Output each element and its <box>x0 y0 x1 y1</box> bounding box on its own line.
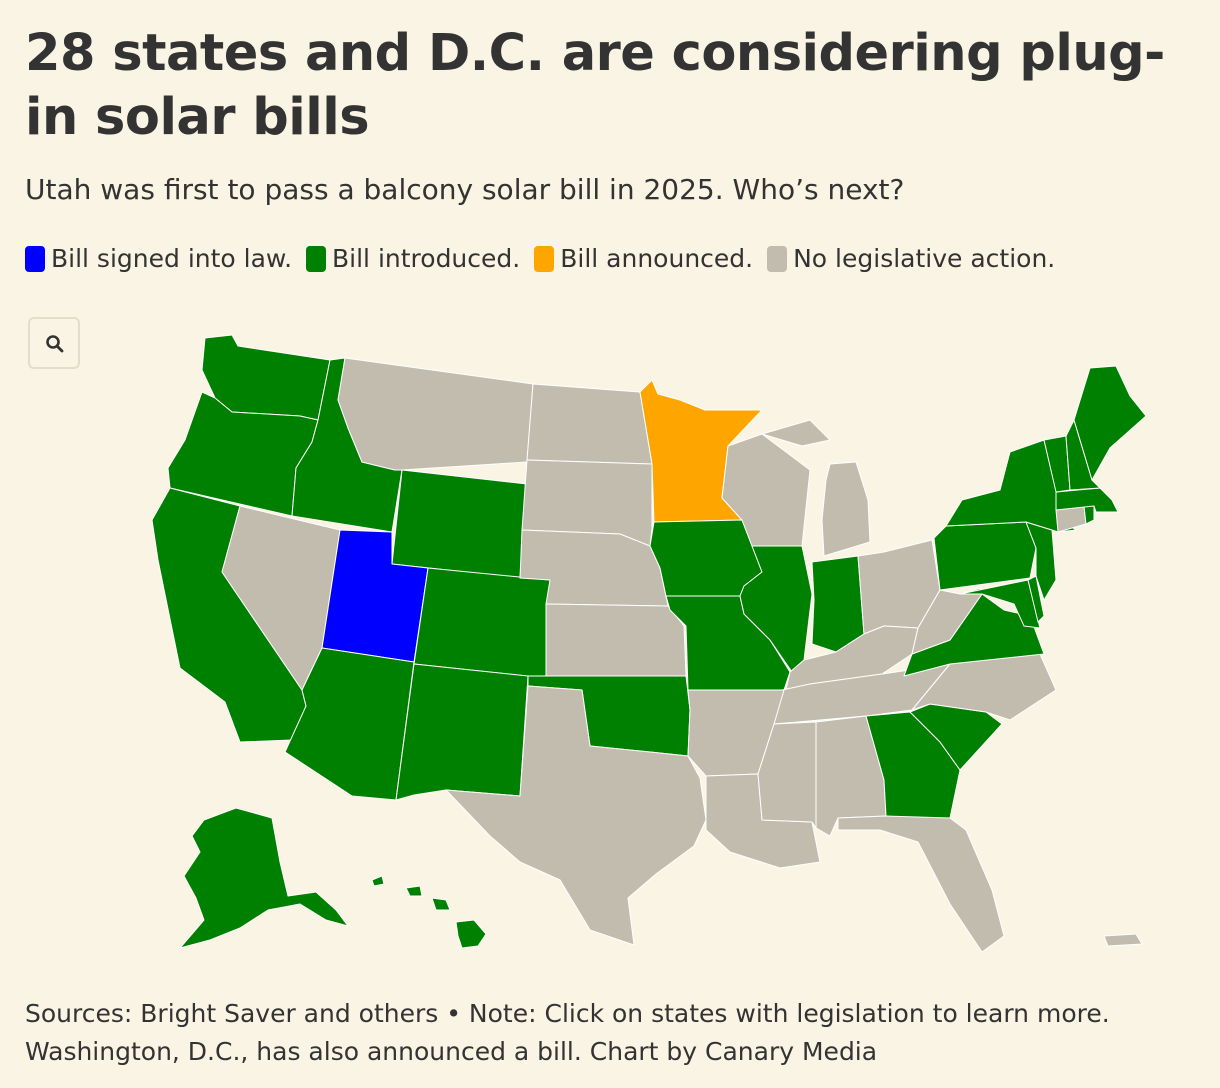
legend-label-signed: Bill signed into law. <box>51 244 293 273</box>
legend-label-introduced: Bill introduced. <box>332 244 521 273</box>
chart-subtitle: Utah was first to pass a balcony solar b… <box>25 173 905 206</box>
state-ma[interactable] <box>1055 487 1119 513</box>
chart-title: 28 states and D.C. are considering plug-… <box>25 24 1165 147</box>
footer: Sources: Bright Saver and others • Note:… <box>25 995 1205 1071</box>
state-co[interactable] <box>413 567 551 679</box>
footer-credit: Washington, D.C., has also announced a b… <box>25 1037 878 1066</box>
state-pr[interactable] <box>1103 933 1143 947</box>
state-wy[interactable] <box>391 469 528 579</box>
legend-label-none: No legislative action. <box>793 244 1056 273</box>
legend: Bill signed into law. Bill introduced. B… <box>25 242 1069 276</box>
state-de[interactable] <box>1027 575 1045 623</box>
legend-swatch-introduced <box>306 246 327 272</box>
legend-swatch-none <box>767 246 788 272</box>
legend-swatch-announced <box>534 246 555 272</box>
state-hi[interactable] <box>371 875 487 949</box>
state-nm[interactable] <box>395 663 529 801</box>
state-mi[interactable] <box>761 419 871 557</box>
state-mn[interactable] <box>639 379 763 523</box>
footer-sources-note: Sources: Bright Saver and others • Note:… <box>25 999 1110 1028</box>
legend-swatch-signed <box>25 246 45 272</box>
state-il[interactable] <box>739 545 813 673</box>
search-icon <box>46 335 64 353</box>
state-fl[interactable] <box>837 815 1005 953</box>
state-tx[interactable] <box>445 685 707 946</box>
legend-item-announced: Bill announced. <box>534 242 753 276</box>
state-ak[interactable] <box>179 807 349 949</box>
legend-item-none: No legislative action. <box>767 242 1055 276</box>
state-ks[interactable] <box>545 603 687 679</box>
state-me[interactable] <box>1073 365 1147 481</box>
us-map <box>151 334 1147 953</box>
state-nd[interactable] <box>526 383 653 465</box>
zoom-button[interactable] <box>28 317 80 369</box>
state-nh[interactable] <box>1065 419 1101 491</box>
legend-item-introduced: Bill introduced. <box>306 242 520 276</box>
state-pa[interactable] <box>933 521 1037 591</box>
state-mt[interactable] <box>337 357 534 471</box>
state-ri[interactable] <box>1083 505 1095 525</box>
legend-label-announced: Bill announced. <box>560 244 754 273</box>
state-in[interactable] <box>811 555 865 653</box>
legend-item-signed: Bill signed into law. <box>25 242 292 276</box>
